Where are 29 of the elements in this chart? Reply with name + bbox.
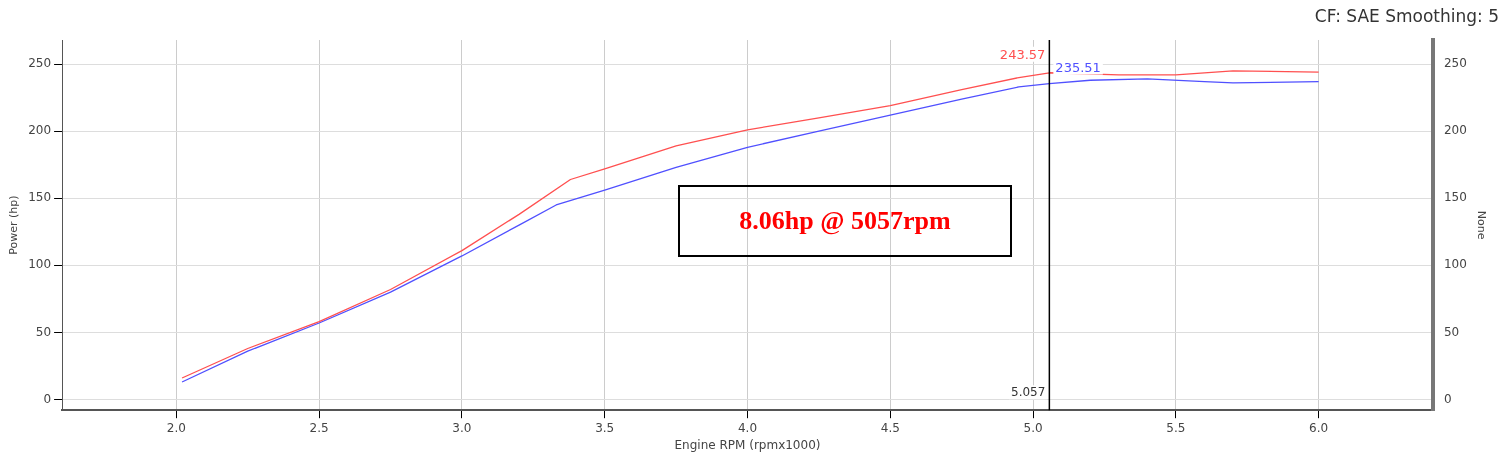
chart-subtitle: CF: SAE Smoothing: 5 [1314,6,1499,26]
x-tick-label: 3.0 [452,420,472,435]
x-tick-label: 3.5 [595,420,615,435]
y2-tick-label: 150 [1443,190,1467,205]
y-tick-label: 250 [28,56,52,71]
y2-tick-label: 0 [1443,391,1452,406]
y2-tick-label: 250 [1443,56,1467,71]
callout-box: 8.06hp @ 5057rpm [678,185,1012,257]
y-tick-label: 100 [28,257,52,272]
y-tick-label: 150 [28,190,52,205]
ref-line-label: 5.057 [1011,385,1046,400]
x-tick-label: 4.0 [737,420,758,435]
y-tick-label: 0 [43,391,52,406]
y-tick-label: 200 [28,123,52,138]
x-tick-label: 6.0 [1309,420,1329,435]
x-tick-label: 5.5 [1166,420,1186,435]
x-tick-label: 2.0 [166,420,186,435]
y-tick-label: 50 [35,324,52,339]
x-axis-title: Engine RPM (rpmx1000) [674,437,821,452]
annotation: 235.51 [1055,59,1101,75]
y2-tick-label: 200 [1443,123,1467,138]
y2-axis-title: None [1474,210,1488,240]
y2-tick-label: 100 [1443,257,1467,272]
x-tick-label: 5.0 [1023,420,1043,435]
x-tick-label: 4.5 [880,420,900,435]
x-tick-label: 2.5 [309,420,329,435]
y-axis-title: Power (hp) [7,195,21,255]
y2-tick-label: 50 [1443,324,1460,339]
annotation: 243.57 [999,46,1046,62]
